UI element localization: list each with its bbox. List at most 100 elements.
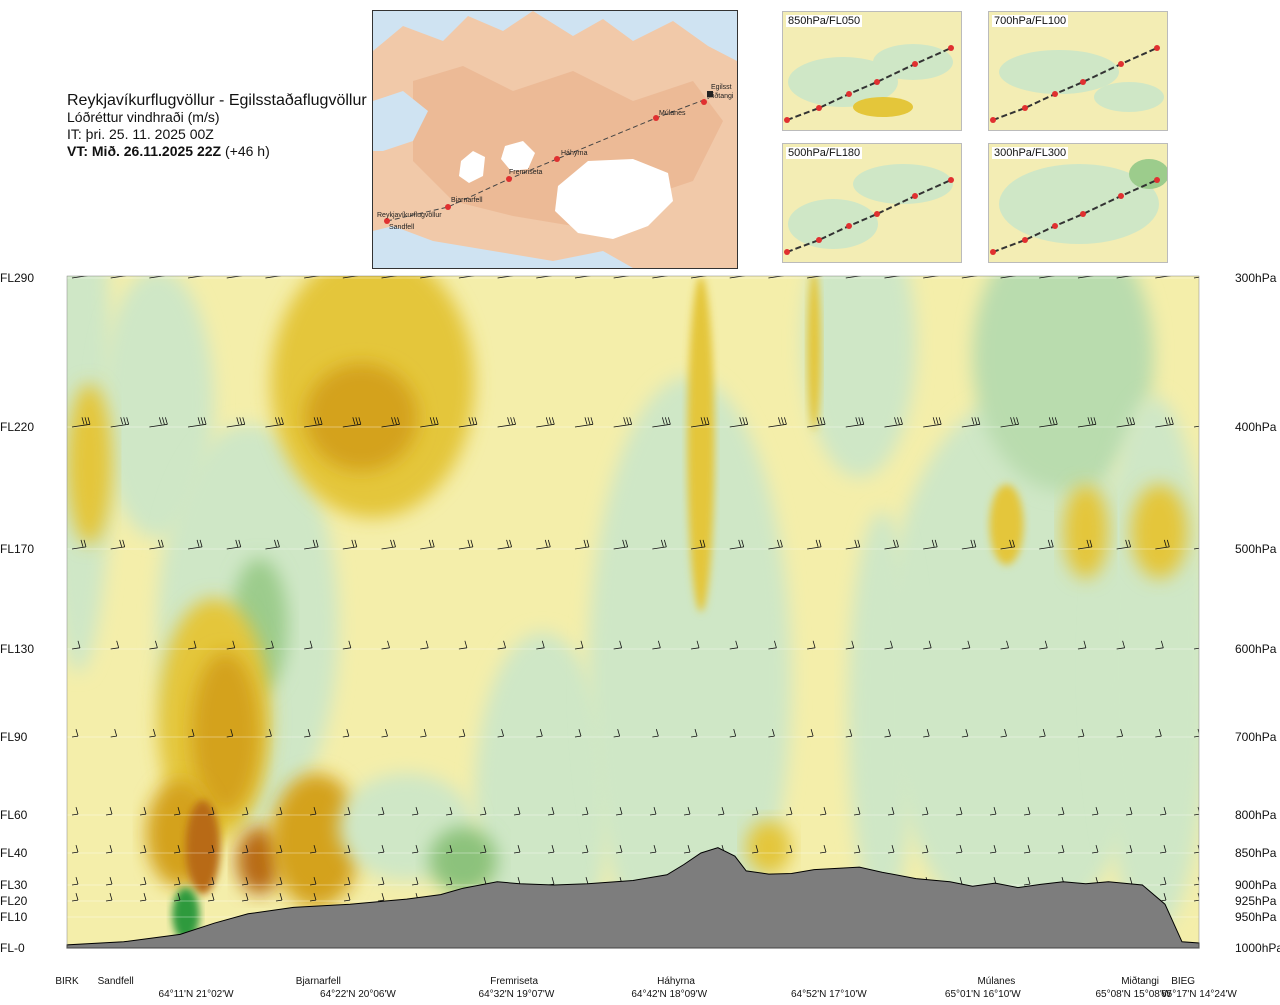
wind-barb — [1193, 425, 1199, 428]
wind-barb — [955, 844, 963, 854]
wind-barb — [1039, 539, 1054, 550]
wind-barb — [574, 640, 584, 650]
mini-map-700: 700hPa/FL100 — [988, 11, 1168, 131]
glacier-vatnajokull — [555, 159, 673, 239]
station-label: Miðtangi — [1121, 976, 1160, 987]
mini-map-700-graphic — [989, 12, 1167, 130]
wind-barb — [479, 844, 487, 854]
wind-barb — [1077, 728, 1085, 738]
wind-barb — [649, 844, 657, 854]
wind-barb — [536, 728, 543, 738]
field-contour-9 — [687, 276, 715, 612]
wind-barb — [411, 844, 419, 854]
wind-barb — [1091, 844, 1099, 854]
wind-barb — [768, 539, 783, 550]
wind-barb — [807, 728, 814, 738]
wind-barb — [241, 876, 249, 886]
wind-barb — [717, 806, 725, 816]
lead-time: (+46 h) — [224, 143, 270, 159]
terrain-profile — [66, 847, 1200, 949]
wind-barb — [265, 276, 282, 279]
wind-barb — [690, 640, 700, 650]
wind-barb — [819, 806, 827, 816]
wind-barb — [513, 844, 521, 854]
map-label-fremriseta: Fremriseta — [509, 169, 543, 176]
wind-barb — [149, 640, 158, 650]
wind-barb — [1155, 640, 1164, 650]
issue-time: IT: þri. 25. 11. 2025 00Z — [67, 126, 214, 142]
wind-barb — [1023, 806, 1031, 816]
wind-barb — [304, 539, 319, 550]
wind-barb — [729, 417, 749, 428]
wind-barb — [574, 417, 594, 428]
wind-barb — [1091, 806, 1099, 816]
wind-barb — [547, 844, 555, 854]
wind-barb — [613, 417, 633, 428]
wind-barb — [652, 417, 671, 428]
wind-barb — [615, 806, 623, 816]
wind-barb — [923, 539, 938, 550]
wind-barb — [105, 844, 113, 854]
wind-barb — [581, 844, 589, 854]
wind-barb — [139, 892, 147, 902]
field-contour-15 — [1063, 484, 1109, 579]
fl-tick-label: FL-0 — [0, 941, 25, 955]
wind-barb — [71, 844, 79, 854]
wind-barb — [173, 892, 181, 902]
wind-barb — [1125, 806, 1133, 816]
wind-barb — [884, 640, 893, 650]
wind-barb — [961, 539, 977, 550]
wind-barb — [1039, 640, 1048, 650]
wind-barb — [71, 640, 81, 650]
wind-barb — [139, 806, 147, 816]
wind-barb — [149, 417, 168, 428]
wind-barb — [71, 806, 79, 816]
wind-barb — [207, 876, 215, 886]
glacier-langjokull — [459, 151, 485, 183]
wind-barb — [785, 844, 793, 854]
hpa-tick-label: 700hPa — [1235, 730, 1277, 744]
wind-barb — [188, 640, 197, 650]
field-contour-27 — [746, 820, 792, 875]
wind-barb — [921, 806, 929, 816]
wind-barb — [729, 276, 746, 279]
wind-barb — [304, 728, 311, 738]
wind-barb — [377, 876, 385, 886]
wind-barb — [265, 539, 280, 550]
mini-map-500-label: 500hPa/FL180 — [786, 147, 863, 159]
mini-map-300-graphic — [989, 144, 1167, 262]
wind-barb — [513, 806, 521, 816]
field-contour-21 — [185, 800, 220, 895]
wind-barb — [819, 844, 827, 854]
wind-barb — [649, 806, 657, 816]
wind-barb — [845, 728, 853, 738]
wind-barb — [1023, 876, 1031, 886]
field-contour-1 — [100, 276, 215, 539]
wind-barb — [1116, 417, 1136, 428]
wind-barb — [729, 728, 737, 738]
station-label: Múlanes — [977, 976, 1016, 987]
wind-barb — [884, 276, 901, 279]
wind-barb — [188, 417, 207, 428]
wind-barb — [1155, 276, 1172, 279]
mini-map-300: 300hPa/FL300 — [988, 143, 1168, 263]
wind-barb — [845, 417, 865, 428]
wind-barb — [807, 276, 824, 279]
wind-barb — [497, 539, 512, 550]
wind-barb — [845, 276, 862, 279]
wind-barb — [149, 539, 164, 550]
wind-barb — [342, 417, 362, 428]
wind-barb — [729, 640, 739, 650]
wind-barb — [188, 728, 195, 738]
wind-barb — [309, 876, 317, 886]
wind-barb — [241, 806, 249, 816]
wind-barb — [71, 276, 89, 279]
wind-barb — [1023, 844, 1031, 854]
wind-barb — [226, 539, 242, 550]
wind-barb — [884, 417, 903, 428]
wind-barb — [1000, 417, 1019, 428]
wind-barb — [1193, 892, 1199, 902]
station-label: BIRK — [55, 976, 79, 987]
wind-barb — [989, 844, 997, 854]
wind-barb — [71, 728, 79, 738]
